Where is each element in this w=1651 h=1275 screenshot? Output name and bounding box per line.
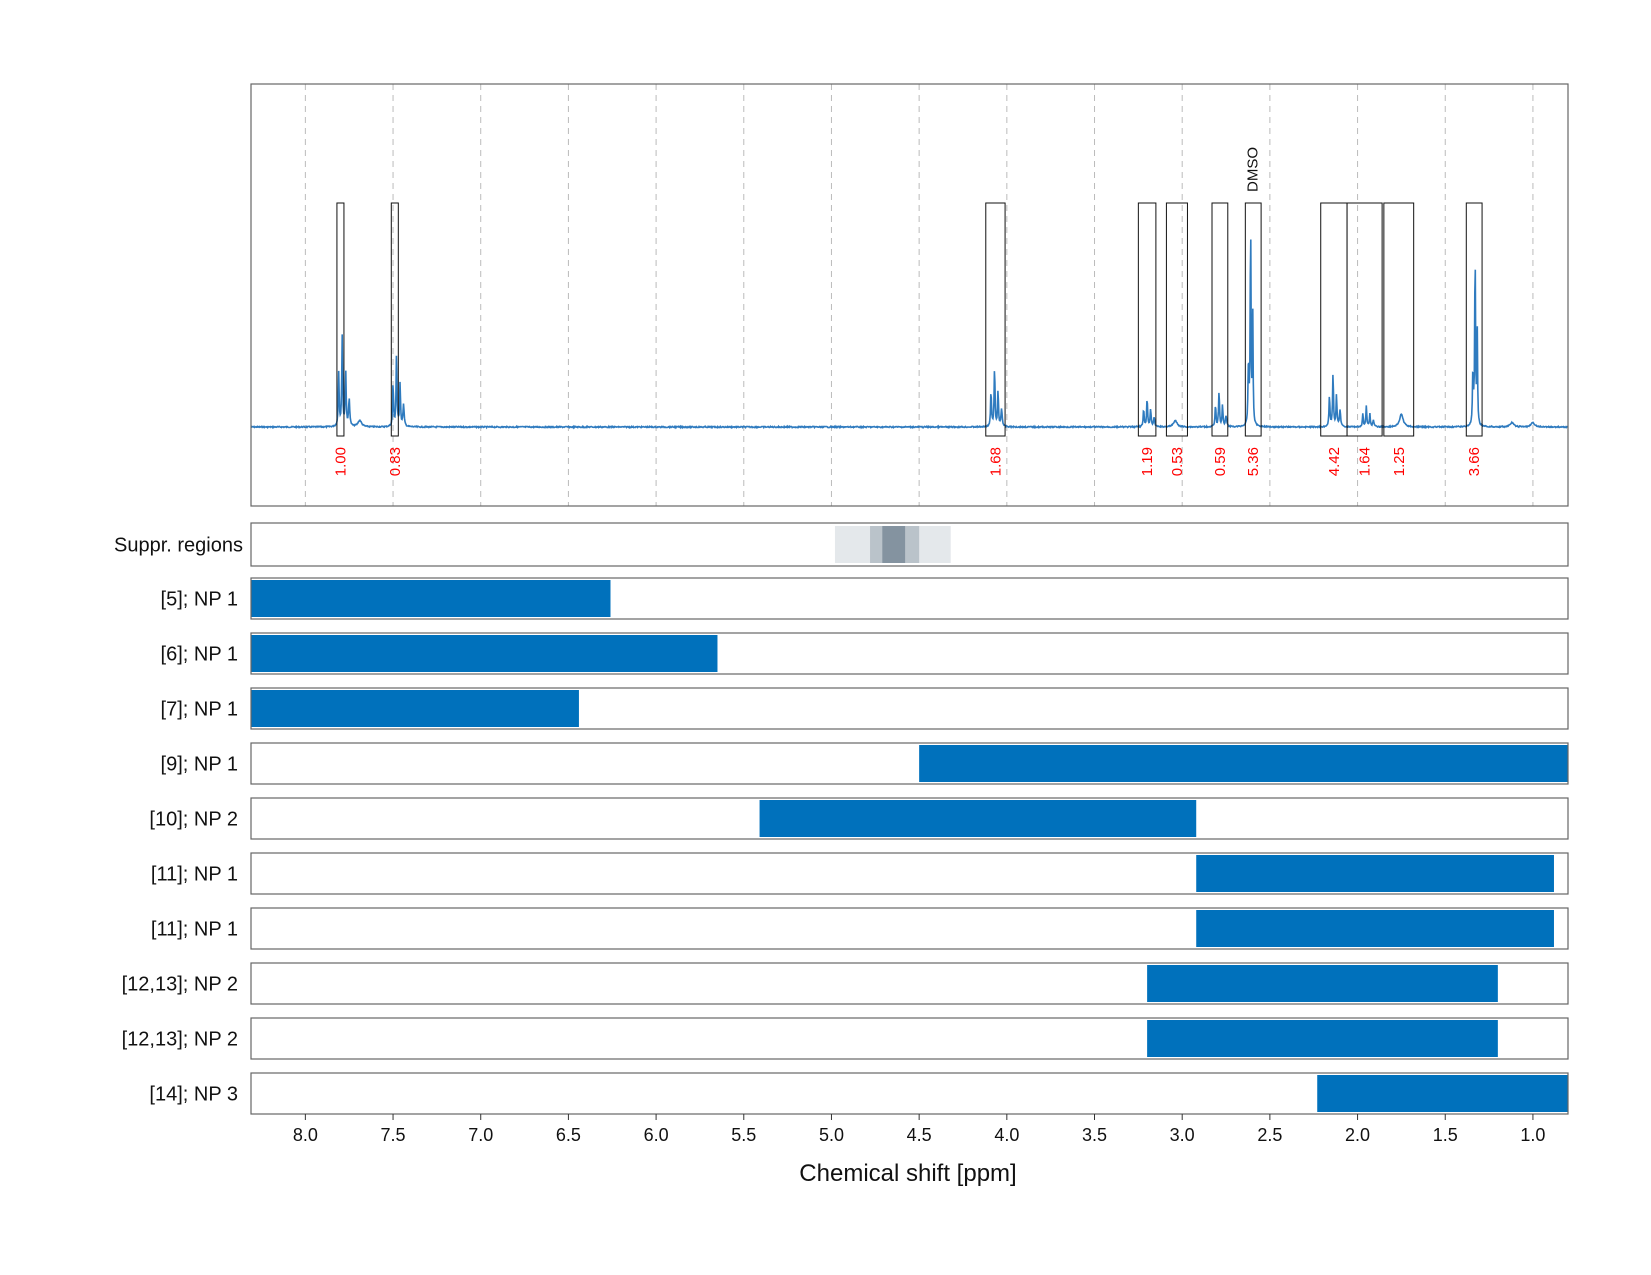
spectrum-trace <box>250 239 1569 430</box>
integral-label: 0.53 <box>1169 447 1186 476</box>
suppression-panel: Suppr. regions <box>114 522 1569 567</box>
integration-box <box>1465 202 1483 437</box>
integration-box <box>985 202 1006 437</box>
range-row: [10]; NP 2 <box>149 797 1569 840</box>
integration-box <box>1244 202 1262 437</box>
range-row-label: [6]; NP 1 <box>161 644 238 666</box>
range-bar <box>1196 910 1554 947</box>
integration-box <box>390 202 399 437</box>
range-bar <box>1147 965 1498 1002</box>
range-row-label: [14]; NP 3 <box>149 1084 238 1106</box>
x-tick-label: 4.0 <box>994 1125 1019 1145</box>
range-row-frame <box>250 742 1569 785</box>
integral-label: 1.00 <box>332 447 349 476</box>
range-row-frame <box>250 1017 1569 1060</box>
range-row-label: [7]; NP 1 <box>161 699 238 721</box>
integral-label: 1.68 <box>987 447 1004 476</box>
range-row-label: [12,13]; NP 2 <box>122 1029 238 1051</box>
spectrum-panel: 1.00 0.83 1.68 1.19 0.53 0.59 5.36 4.42 1.64 1.25… <box>250 83 1569 507</box>
range-row-frame <box>250 907 1569 950</box>
range-row: [6]; NP 1 <box>161 632 1569 675</box>
x-tick-label: 6.0 <box>644 1125 669 1145</box>
peak-annotation: DMSO <box>1244 147 1261 192</box>
range-row: [14]; NP 3 <box>149 1072 1569 1115</box>
suppression-label: Suppr. regions <box>114 535 243 557</box>
range-bar <box>1147 1020 1498 1057</box>
integration-box <box>1137 202 1157 437</box>
range-row: [11]; NP 1 <box>151 852 1569 895</box>
integral-label: 0.83 <box>387 447 404 476</box>
range-row: [11]; NP 1 <box>151 907 1569 950</box>
x-axis-title: Chemical shift [ppm] <box>799 1160 1016 1187</box>
range-bar <box>251 635 718 672</box>
x-tick-label: 2.0 <box>1345 1125 1370 1145</box>
suppression-band <box>882 526 906 563</box>
range-bar <box>759 800 1197 837</box>
x-tick-label: 3.0 <box>1170 1125 1195 1145</box>
integral-label: 1.64 <box>1357 447 1374 476</box>
range-panels: [5]; NP 1 [6]; NP 1 [7]; NP 1 [9]; NP 1 [10]… <box>122 577 1569 1115</box>
range-row: [5]; NP 1 <box>161 577 1569 620</box>
x-tick-label: 6.5 <box>556 1125 581 1145</box>
range-row: [12,13]; NP 2 <box>122 962 1569 1005</box>
range-bar <box>1317 1075 1568 1112</box>
range-bar <box>251 690 579 727</box>
x-tick-label: 5.5 <box>731 1125 756 1145</box>
integral-label: 1.19 <box>1139 447 1156 476</box>
x-axis: 8.0 7.5 7.0 6.5 6.0 5.5 5.0 4.5 4.0 3.5 3.0 2.5 2.0 1… <box>293 1114 1545 1145</box>
integral-label: 0.59 <box>1212 447 1229 476</box>
suppression-frame <box>250 522 1569 567</box>
range-row: [12,13]; NP 2 <box>122 1017 1569 1060</box>
integration-box <box>1211 202 1229 437</box>
x-tick-label: 1.5 <box>1433 1125 1458 1145</box>
range-row-frame <box>250 797 1569 840</box>
integration-box <box>1383 202 1415 437</box>
x-tick-label: 5.0 <box>819 1125 844 1145</box>
spectrum-frame <box>250 83 1569 507</box>
x-tick-label: 8.0 <box>293 1125 318 1145</box>
x-tick-label: 4.5 <box>907 1125 932 1145</box>
range-row-frame <box>250 1072 1569 1115</box>
integration-box <box>1165 202 1188 437</box>
x-tick-label: 7.5 <box>381 1125 406 1145</box>
range-row-label: [5]; NP 1 <box>161 589 238 611</box>
range-row-frame <box>250 577 1569 620</box>
range-row-frame <box>250 962 1569 1005</box>
integral-label: 1.25 <box>1391 447 1408 476</box>
x-tick-label: 1.0 <box>1520 1125 1545 1145</box>
spectrum-plot-area <box>251 84 1568 506</box>
range-row-label: [10]; NP 2 <box>149 809 238 831</box>
range-row: [7]; NP 1 <box>161 687 1569 730</box>
integral-label: 3.66 <box>1466 447 1483 476</box>
integral-label: 4.42 <box>1326 447 1343 476</box>
range-row-label: [11]; NP 1 <box>151 864 238 886</box>
x-tick-label: 3.5 <box>1082 1125 1107 1145</box>
range-bar <box>251 580 611 617</box>
range-row: [9]; NP 1 <box>161 742 1569 785</box>
range-row-label: [11]; NP 1 <box>151 919 238 941</box>
integration-box <box>1346 202 1383 437</box>
x-tick-label: 7.0 <box>468 1125 493 1145</box>
range-row-label: [12,13]; NP 2 <box>122 974 238 996</box>
range-row-frame <box>250 852 1569 895</box>
range-bar <box>1196 855 1554 892</box>
range-row-label: [9]; NP 1 <box>161 754 238 776</box>
range-row-frame <box>250 687 1569 730</box>
range-row-frame <box>250 632 1569 675</box>
integration-box <box>336 202 345 437</box>
range-bar <box>919 745 1568 782</box>
x-tick-label: 2.5 <box>1257 1125 1282 1145</box>
suppression-area <box>251 523 1568 566</box>
integral-label: 5.36 <box>1245 447 1262 476</box>
